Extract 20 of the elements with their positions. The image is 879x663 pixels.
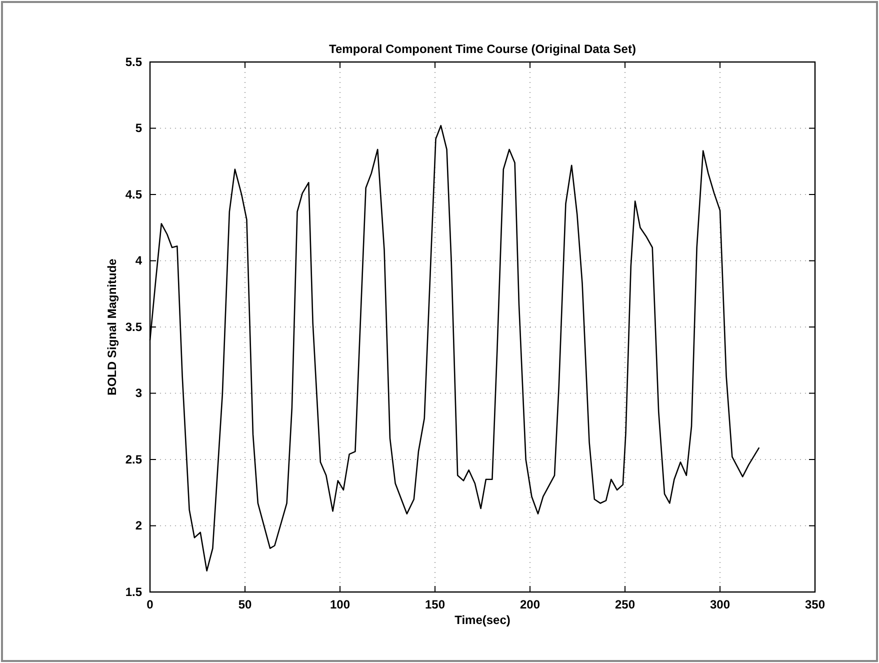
- y-tick-label: 4.5: [125, 187, 142, 202]
- x-tick-label: 0: [146, 598, 154, 612]
- y-tick-label: 3.5: [125, 320, 142, 334]
- chart-title: Temporal Component Time Course (Original Data Set): [329, 42, 636, 56]
- x-tick-label: 200: [520, 598, 540, 612]
- x-tick-label: 50: [238, 598, 252, 612]
- x-tick-label: 250: [614, 598, 636, 612]
- y-axis-title: BOLD Signal Magnitude: [105, 258, 119, 396]
- y-tick-label: 3: [135, 386, 142, 400]
- x-tick-label: 150: [424, 598, 446, 612]
- y-tick-label: 2: [135, 518, 142, 533]
- x-tick-label: 300: [710, 598, 730, 612]
- y-tick-label: 5: [135, 121, 142, 136]
- x-axis-title: Time(sec): [454, 613, 510, 627]
- y-tick-label: 1.5: [125, 584, 142, 599]
- y-tick-label: 5.5: [125, 54, 142, 69]
- y-tick-label: 2.5: [125, 452, 142, 466]
- x-tick-label: 100: [330, 598, 350, 612]
- y-tick-label: 4: [135, 254, 142, 268]
- x-tick-label: 350: [804, 598, 826, 612]
